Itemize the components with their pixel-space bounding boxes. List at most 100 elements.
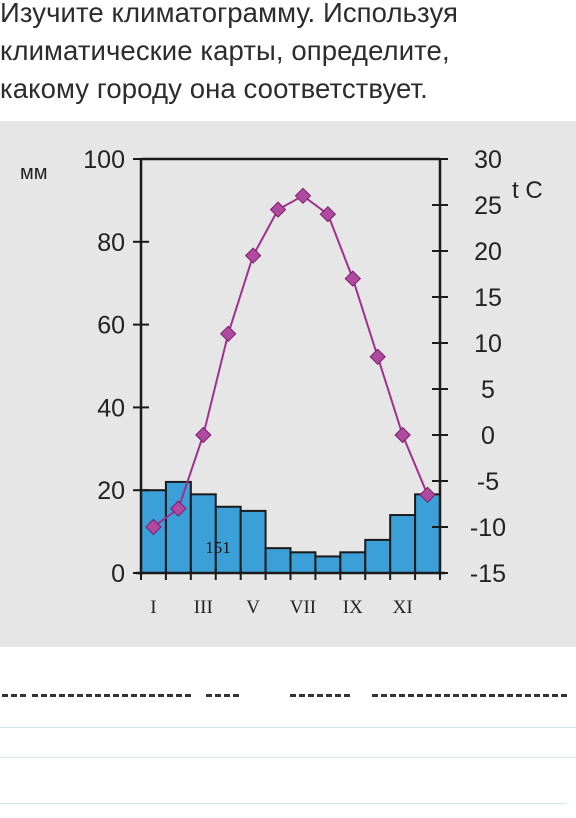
precip-tick-label: 0 — [111, 560, 125, 588]
dash-mark — [507, 694, 513, 697]
divider-line — [0, 803, 566, 804]
temp-unit-label: t C — [512, 177, 543, 204]
dash-mark — [462, 694, 468, 697]
dash-mark — [167, 694, 173, 697]
precip-bar — [289, 551, 317, 574]
dash-mark — [308, 694, 314, 697]
temp-tick-label: 20 — [474, 238, 502, 266]
dash-mark — [185, 694, 191, 697]
dash-mark — [224, 694, 230, 697]
precip-bar — [339, 551, 367, 574]
precip-bar — [389, 514, 417, 575]
dash-mark — [131, 694, 137, 697]
dash-mark — [95, 694, 101, 697]
answer-area — [0, 647, 576, 818]
dash-mark — [390, 694, 396, 697]
dash-mark — [543, 694, 549, 697]
divider-line — [0, 727, 576, 728]
month-label: VII — [290, 597, 316, 618]
dash-mark — [381, 694, 387, 697]
question-line: климатические карты, определите, — [0, 35, 450, 66]
temp-tick-label: -5 — [477, 468, 499, 496]
dash-mark — [59, 694, 65, 697]
dash-mark — [525, 694, 531, 697]
temp-tick-label: 10 — [474, 330, 502, 358]
precip-tick-label: 100 — [83, 146, 125, 174]
dash-mark — [122, 694, 128, 697]
question-line: какому городу она соответствует. — [0, 73, 428, 104]
dash-mark — [335, 694, 341, 697]
temperature-point — [294, 187, 312, 205]
dash-mark — [317, 694, 323, 697]
precip-tick-label: 40 — [97, 394, 125, 422]
precip-tick-label: 60 — [97, 312, 125, 340]
dash-mark — [444, 694, 450, 697]
temp-tick-label: 5 — [481, 376, 495, 404]
dash-mark — [399, 694, 405, 697]
dash-mark — [561, 694, 567, 697]
temperature-point — [220, 325, 237, 343]
divider-line — [0, 757, 576, 758]
dash-mark — [453, 694, 459, 697]
dash-mark — [32, 694, 38, 697]
dash-mark — [233, 694, 239, 697]
question-line: Изучите климатограмму. Используя — [0, 0, 458, 28]
precip-bar — [239, 509, 267, 574]
precip-unit-label: мм — [20, 162, 48, 184]
month-label: I — [150, 597, 156, 618]
dash-mark — [516, 694, 522, 697]
precip-bar — [189, 493, 217, 574]
dash-mark — [480, 694, 486, 697]
dash-mark — [426, 694, 432, 697]
month-label: V — [246, 597, 260, 618]
month-label: III — [194, 597, 213, 618]
temperature-point — [244, 247, 262, 264]
dash-mark — [149, 694, 155, 697]
temperature-line — [152, 194, 429, 528]
dash-mark — [206, 694, 212, 697]
temp-tick-label: 0 — [481, 422, 495, 450]
temperature-point — [394, 426, 411, 444]
month-label: IX — [343, 597, 363, 618]
dash-mark — [471, 694, 477, 697]
temperature-point — [145, 518, 162, 536]
dash-mark — [176, 694, 182, 697]
dash-mark — [50, 694, 56, 697]
dash-mark — [417, 694, 423, 697]
precip-bar — [264, 547, 292, 575]
dash-mark — [552, 694, 558, 697]
precip-bar — [164, 480, 192, 575]
dash-mark — [2, 694, 8, 697]
dash-mark — [498, 694, 504, 697]
dash-mark — [408, 694, 414, 697]
dash-mark — [77, 694, 83, 697]
temperature-point — [195, 426, 212, 444]
dash-mark — [534, 694, 540, 697]
dash-mark — [140, 694, 146, 697]
dash-mark — [372, 694, 378, 697]
temperature-point — [170, 500, 187, 517]
precip-tick-label: 80 — [97, 229, 125, 257]
month-label: XI — [393, 597, 413, 618]
dash-mark — [11, 694, 17, 697]
temperature-point — [269, 201, 287, 218]
dash-mark — [41, 694, 47, 697]
precip-bar — [414, 493, 442, 574]
dash-mark — [326, 694, 332, 697]
temperature-point — [319, 205, 337, 223]
temp-tick-label: 15 — [474, 284, 502, 312]
dash-mark — [86, 694, 92, 697]
temperature-point — [344, 270, 361, 287]
precip-bar — [314, 555, 342, 575]
temp-tick-label: 25 — [474, 192, 502, 220]
dash-mark — [158, 694, 164, 697]
dash-mark — [68, 694, 74, 697]
dash-mark — [20, 694, 26, 697]
annual-precipitation-label: 151 — [205, 538, 231, 557]
dash-mark — [435, 694, 441, 697]
temp-tick-label: -15 — [470, 560, 506, 588]
dash-mark — [344, 694, 350, 697]
temperature-point — [369, 348, 386, 366]
dash-mark — [215, 694, 221, 697]
